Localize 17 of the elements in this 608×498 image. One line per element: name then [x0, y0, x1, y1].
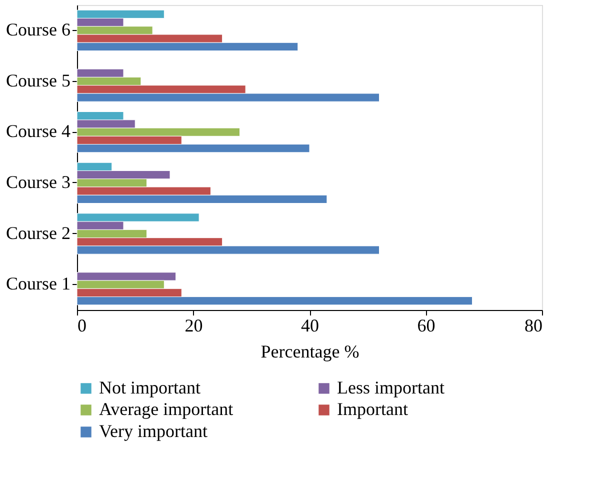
x-tick-label: 40 — [301, 316, 319, 336]
y-tick-label: Course 3 — [6, 172, 70, 192]
legend-label: Very important — [99, 421, 208, 441]
y-tick-label: Course 6 — [6, 19, 70, 40]
x-tick-label: 80 — [524, 316, 542, 336]
y-tick-label: Course 2 — [6, 222, 70, 243]
legend-label: Important — [337, 399, 408, 419]
legend-label: Not important — [99, 377, 200, 398]
legend-label: Less important — [337, 377, 444, 398]
y-tick-label: Course 1 — [6, 274, 70, 294]
x-tick-label: 60 — [417, 316, 436, 336]
x-tick-label: 0 — [78, 316, 86, 336]
x-axis-title: Percentage % — [260, 342, 360, 362]
y-tick-label: Course 4 — [6, 121, 70, 142]
y-tick-label: Course 5 — [6, 70, 70, 90]
x-tick-label: 20 — [184, 316, 203, 336]
legend-label: Average important — [99, 399, 234, 419]
